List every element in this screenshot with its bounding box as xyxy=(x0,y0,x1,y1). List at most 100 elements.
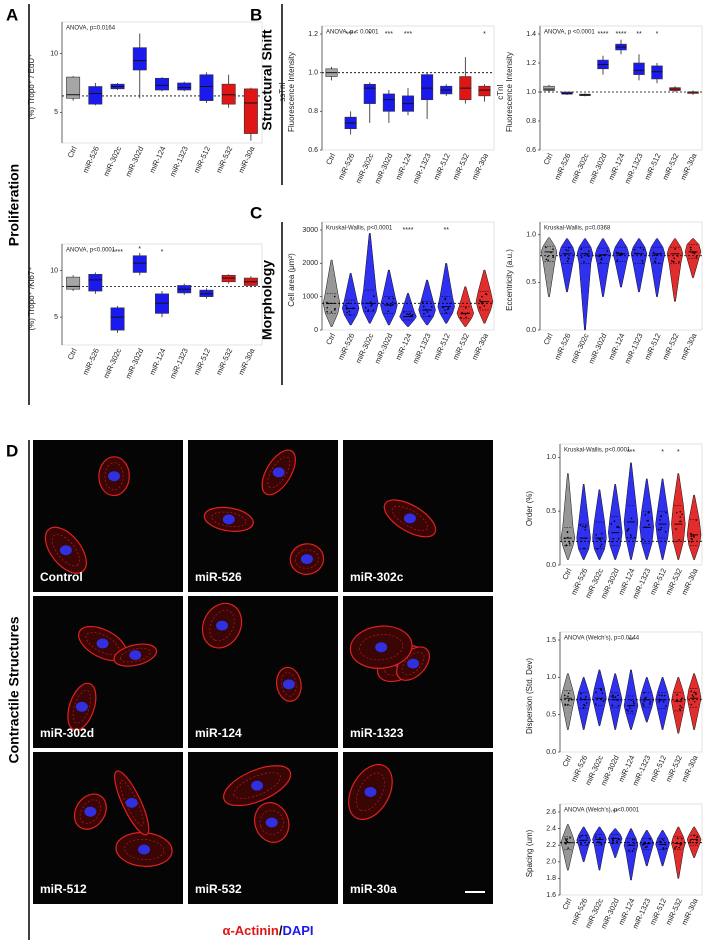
violin xyxy=(560,673,576,730)
y-tick-label: 2.0 xyxy=(546,859,556,866)
stain-label: α-Actinin xyxy=(222,923,278,938)
jitter-dot xyxy=(600,689,603,691)
box xyxy=(363,83,376,104)
jitter-dot xyxy=(588,250,590,252)
jitter-dot xyxy=(678,538,680,541)
x-tick-label: miR-302d xyxy=(123,145,145,178)
jitter-dot xyxy=(370,305,372,307)
violin xyxy=(592,489,607,560)
jitter-dot xyxy=(643,700,646,703)
x-tick-label: miR-526 xyxy=(552,152,572,181)
image-label: miR-124 xyxy=(195,726,242,740)
panel-label: A xyxy=(6,5,18,24)
jitter-dot xyxy=(631,850,634,852)
jitter-dot xyxy=(407,313,410,316)
y-tick-label: 0.8 xyxy=(526,118,536,125)
violin xyxy=(655,478,670,560)
cell-fibres xyxy=(209,609,235,642)
jitter-dot xyxy=(582,706,585,709)
jitter-dot xyxy=(691,694,694,697)
jitter-dot xyxy=(345,304,347,307)
box xyxy=(155,77,169,91)
jitter-dot xyxy=(696,836,698,838)
cell-fibres xyxy=(259,810,284,835)
x-tick-label: miR-30a xyxy=(470,331,490,361)
y-tick-label: 3000 xyxy=(302,227,318,234)
image-label: miR-302c xyxy=(350,570,404,584)
jitter-dot xyxy=(423,305,425,308)
jitter-dot xyxy=(426,311,429,313)
panel-label: B xyxy=(250,5,262,24)
significance: **** xyxy=(598,31,609,38)
jitter-dot xyxy=(585,525,587,527)
jitter-dot xyxy=(679,704,681,707)
cell-fibres xyxy=(211,511,247,528)
nucleus xyxy=(222,514,235,525)
jitter-dot xyxy=(611,704,614,707)
jitter-dot xyxy=(649,701,652,703)
jitter-dot xyxy=(483,304,486,307)
jitter-dot xyxy=(645,696,647,699)
jitter-dot xyxy=(690,537,693,540)
x-tick-label: miR-30a xyxy=(470,151,490,181)
jitter-dot xyxy=(364,306,367,309)
box xyxy=(633,62,645,75)
jitter-dot xyxy=(660,514,662,517)
jitter-dot xyxy=(613,520,616,522)
x-tick-label: Ctrl xyxy=(560,897,573,912)
jitter-dot xyxy=(430,305,433,308)
significance: * xyxy=(161,249,164,256)
y-tick-label: 0.0 xyxy=(546,749,556,756)
jitter-dot xyxy=(644,846,647,849)
y-tick-label: 10 xyxy=(50,267,58,274)
jitter-dot xyxy=(566,531,569,534)
significance: * xyxy=(656,31,659,38)
x-tick-label: miR-526 xyxy=(336,152,356,181)
y-tick-label: 2.4 xyxy=(546,825,556,832)
image-label: miR-302d xyxy=(40,726,94,740)
x-tick-label: miR-1323 xyxy=(411,332,433,365)
jitter-dot xyxy=(646,845,648,848)
jitter-dot xyxy=(690,535,693,538)
cell-fibres xyxy=(120,647,151,663)
jitter-dot xyxy=(584,526,586,529)
image-label: miR-526 xyxy=(195,570,242,584)
jitter-dot xyxy=(464,313,467,316)
jitter-dot xyxy=(693,536,695,538)
cell-fibres xyxy=(401,651,425,676)
jitter-dot xyxy=(570,698,573,701)
jitter-dot xyxy=(693,700,696,703)
jitter-dot xyxy=(583,261,585,263)
y-tick-label: 0.6 xyxy=(308,147,318,154)
section-title: Contractile Structures xyxy=(6,616,22,763)
image-label: miR-30a xyxy=(350,882,397,896)
y-tick-label: 0.0 xyxy=(546,562,556,569)
x-tick-label: miR-526 xyxy=(81,347,101,376)
box xyxy=(382,93,395,112)
nucleus xyxy=(75,701,88,712)
y-axis-label: (%) Tropo⁺ / EdU⁺ xyxy=(27,54,36,120)
box xyxy=(243,88,258,134)
jitter-dot xyxy=(689,248,692,251)
y-tick-label: 0.0 xyxy=(526,327,536,334)
nucleus xyxy=(282,679,295,690)
jitter-dot xyxy=(465,316,467,319)
jitter-dot xyxy=(658,694,661,696)
jitter-dot xyxy=(629,707,631,709)
y-tick-label: 1.8 xyxy=(546,875,556,882)
nucleus xyxy=(108,471,121,482)
jitter-dot xyxy=(617,704,620,707)
jitter-dot xyxy=(693,252,696,255)
panel-label: D xyxy=(6,441,18,460)
jitter-dot xyxy=(409,312,411,315)
cell-fibres xyxy=(72,690,92,724)
significance: * xyxy=(368,31,371,38)
cell-fibres xyxy=(124,838,165,861)
x-tick-label: miR-1323 xyxy=(168,347,190,380)
section-title: Structural Shift xyxy=(259,29,275,130)
annotation: ANOVA (Welch's), p<0.0001 xyxy=(564,808,640,814)
x-tick-label: Ctrl xyxy=(324,332,337,347)
annotation: ANOVA, p=0.0164 xyxy=(66,26,116,32)
x-tick-label: Ctrl xyxy=(560,754,573,769)
jitter-dot xyxy=(663,694,666,697)
